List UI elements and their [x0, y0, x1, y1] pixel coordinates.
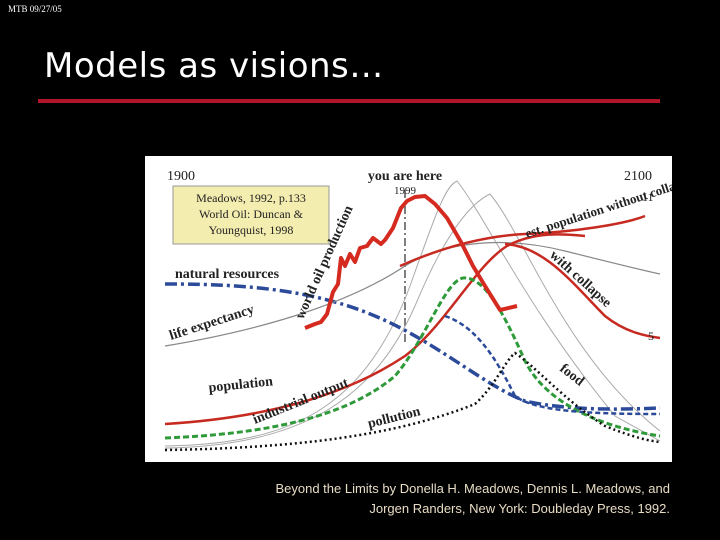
citation-line-1: Beyond the Limits by Donella H. Meadows,… — [275, 481, 670, 496]
source-box — [172, 185, 330, 245]
label-population: population — [208, 374, 274, 396]
marker-label: you are here — [368, 169, 442, 184]
x-end-label: 2100 — [624, 169, 652, 184]
label-food: food — [557, 361, 587, 389]
header-tag: MTB 09/27/05 — [8, 4, 62, 14]
source-line-2: World Oil: Duncan & — [199, 207, 304, 221]
series-industrial-output — [164, 276, 661, 440]
x-start-label: 1900 — [167, 169, 195, 184]
citation-line-2: Jorgen Randers, New York: Doubleday Pres… — [369, 501, 670, 516]
chart-svg: Meadows, 1992, p.133 World Oil: Duncan &… — [164, 169, 672, 452]
series-population — [164, 233, 586, 426]
end-value-est-population: 11 — [642, 190, 654, 204]
end-value-with-collapse: 5 — [648, 329, 654, 343]
marker-year: 1999 — [394, 185, 417, 197]
series-est-population — [399, 214, 646, 268]
slide-title: Models as visions… — [44, 46, 384, 86]
series-pollution — [164, 351, 661, 452]
chart-figure: Meadows, 1992, p.133 World Oil: Duncan &… — [145, 156, 672, 462]
series-world-oil-production — [304, 194, 518, 330]
source-line-1: Meadows, 1992, p.133 — [196, 191, 306, 205]
label-natural-resources: natural resources — [175, 267, 280, 282]
source-line-3: Youngquist, 1998 — [209, 223, 294, 237]
citation: Beyond the Limits by Donella H. Meadows,… — [200, 479, 670, 519]
title-underline — [38, 99, 660, 103]
label-with-collapse: with collapse — [546, 248, 614, 311]
series-with-collapse — [504, 242, 661, 340]
